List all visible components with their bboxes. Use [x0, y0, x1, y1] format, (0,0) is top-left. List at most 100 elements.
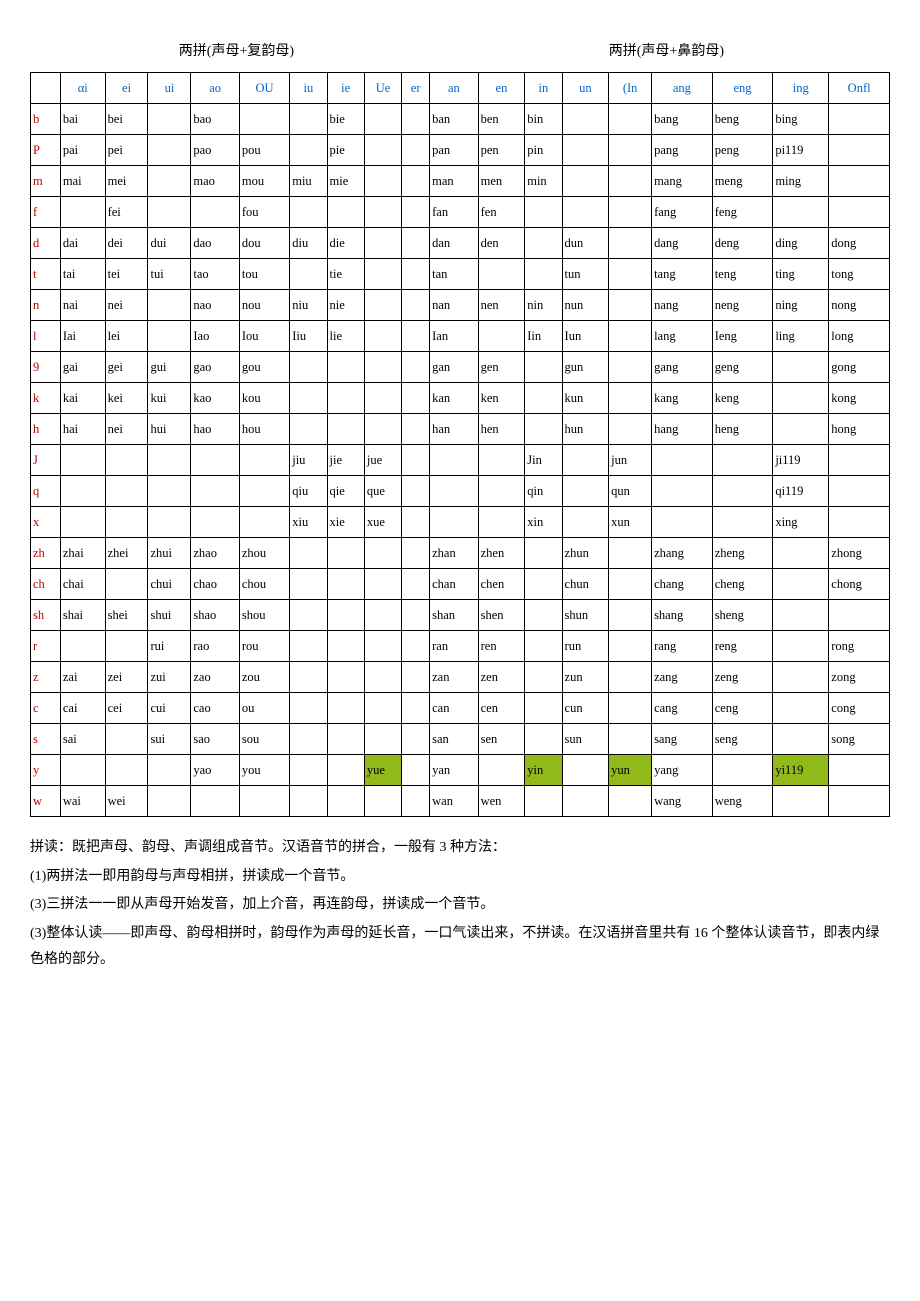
syllable-cell	[290, 135, 327, 166]
syllable-cell: hou	[239, 414, 289, 445]
syllable-cell: chui	[148, 569, 191, 600]
syllable-cell	[562, 476, 609, 507]
table-header-cell: ui	[148, 73, 191, 104]
syllable-cell	[148, 104, 191, 135]
syllable-cell: xie	[327, 507, 364, 538]
syllable-cell: pan	[430, 135, 478, 166]
syllable-cell: jun	[609, 445, 652, 476]
syllable-cell	[290, 600, 327, 631]
syllable-cell: nen	[478, 290, 525, 321]
syllable-cell: tou	[239, 259, 289, 290]
syllable-cell: wan	[430, 786, 478, 817]
syllable-cell: gong	[829, 352, 890, 383]
table-header-cell: (In	[609, 73, 652, 104]
syllable-cell	[609, 166, 652, 197]
syllable-cell	[327, 600, 364, 631]
syllable-cell	[712, 445, 773, 476]
syllable-cell: weng	[712, 786, 773, 817]
syllable-cell	[105, 445, 148, 476]
syllable-cell	[402, 755, 430, 786]
syllable-cell	[609, 631, 652, 662]
syllable-cell: xing	[773, 507, 829, 538]
syllable-cell	[652, 476, 713, 507]
syllable-cell	[290, 259, 327, 290]
syllable-cell: shao	[191, 600, 239, 631]
syllable-cell	[290, 755, 327, 786]
syllable-cell: pen	[478, 135, 525, 166]
table-row: ccaiceicuicaooucancencuncangcengcong	[31, 693, 890, 724]
syllable-cell: pi119	[773, 135, 829, 166]
syllable-cell: neng	[712, 290, 773, 321]
syllable-cell	[609, 197, 652, 228]
syllable-cell	[402, 445, 430, 476]
syllable-cell: jue	[364, 445, 401, 476]
syllable-cell	[327, 383, 364, 414]
syllable-cell: nan	[430, 290, 478, 321]
syllable-cell	[829, 755, 890, 786]
initial-cell: c	[31, 693, 61, 724]
syllable-cell	[290, 352, 327, 383]
syllable-cell: han	[430, 414, 478, 445]
syllable-cell	[191, 445, 239, 476]
table-header-cell: in	[525, 73, 562, 104]
note-line: (1)两拼法一即用韵母与声母相拼，拼读成一个音节。	[30, 864, 890, 891]
syllable-cell: kan	[430, 383, 478, 414]
syllable-cell: shei	[105, 600, 148, 631]
syllable-cell: tui	[148, 259, 191, 290]
syllable-cell: hang	[652, 414, 713, 445]
syllable-cell: pin	[525, 135, 562, 166]
syllable-cell: zai	[60, 662, 105, 693]
syllable-cell	[525, 569, 562, 600]
syllable-cell	[364, 693, 401, 724]
table-row: chchaichuichaochouchanchenchunchangcheng…	[31, 569, 890, 600]
syllable-cell: gao	[191, 352, 239, 383]
initial-cell: m	[31, 166, 61, 197]
table-header-cell: en	[478, 73, 525, 104]
table-row: xxiuxiexuexinxunxing	[31, 507, 890, 538]
syllable-cell	[290, 631, 327, 662]
syllable-cell	[402, 228, 430, 259]
syllable-cell: yao	[191, 755, 239, 786]
initial-cell: J	[31, 445, 61, 476]
syllable-cell: hun	[562, 414, 609, 445]
syllable-cell	[60, 507, 105, 538]
syllable-cell	[712, 476, 773, 507]
syllable-cell	[430, 445, 478, 476]
initial-cell: t	[31, 259, 61, 290]
title-row: 两拼(声母+复韵母) 两拼(声母+鼻韵母)	[30, 40, 890, 60]
table-header-cell: eng	[712, 73, 773, 104]
syllable-cell: shai	[60, 600, 105, 631]
syllable-cell: ben	[478, 104, 525, 135]
syllable-cell: kong	[829, 383, 890, 414]
table-header-cell: iu	[290, 73, 327, 104]
initial-cell: f	[31, 197, 61, 228]
syllable-cell: Iiu	[290, 321, 327, 352]
syllable-cell	[105, 631, 148, 662]
syllable-cell	[148, 166, 191, 197]
syllable-cell	[105, 507, 148, 538]
syllable-cell: rao	[191, 631, 239, 662]
initial-cell: q	[31, 476, 61, 507]
initial-cell: n	[31, 290, 61, 321]
table-header-cell: er	[402, 73, 430, 104]
syllable-cell: tang	[652, 259, 713, 290]
table-row: ffeifoufanfenfangfeng	[31, 197, 890, 228]
table-row: Ppaipeipaopoupiepanpenpinpangpengpi119	[31, 135, 890, 166]
syllable-cell: diu	[290, 228, 327, 259]
syllable-cell: zhei	[105, 538, 148, 569]
syllable-cell	[402, 166, 430, 197]
syllable-cell: rong	[829, 631, 890, 662]
syllable-cell: beng	[712, 104, 773, 135]
initial-cell: s	[31, 724, 61, 755]
syllable-cell	[148, 476, 191, 507]
syllable-cell: lie	[327, 321, 364, 352]
syllable-cell: gang	[652, 352, 713, 383]
syllable-cell	[364, 104, 401, 135]
syllable-cell	[191, 786, 239, 817]
syllable-cell	[290, 538, 327, 569]
syllable-cell	[148, 755, 191, 786]
syllable-cell	[364, 352, 401, 383]
syllable-cell: fei	[105, 197, 148, 228]
syllable-cell: nei	[105, 290, 148, 321]
syllable-cell: qi119	[773, 476, 829, 507]
